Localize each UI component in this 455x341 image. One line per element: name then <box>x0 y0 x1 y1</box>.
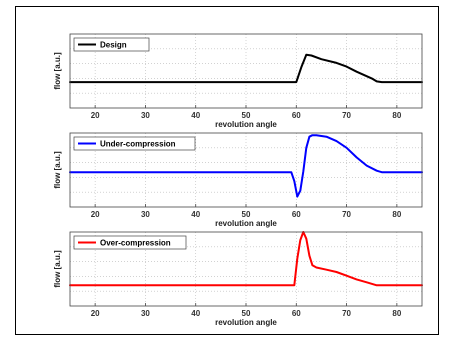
x-tick-label: 60 <box>292 309 301 318</box>
legend-box <box>73 136 196 151</box>
chart-panel-2: 20 30 40 50 60 70 80 revolution angle flow [a.u.… <box>53 132 423 228</box>
x-tick-label: 30 <box>141 210 150 219</box>
x-tick-label: 40 <box>191 309 200 318</box>
x-tick-label: 70 <box>342 309 351 318</box>
series-line <box>69 53 423 84</box>
x-tick-label: 20 <box>91 111 100 120</box>
y-axis-label: flow [a.u.] <box>53 250 62 288</box>
series-line <box>69 231 423 287</box>
x-axis-label: revolution angle <box>215 318 277 327</box>
x-tick-label: 70 <box>342 111 351 120</box>
x-tick-label: 40 <box>191 210 200 219</box>
x-tick-label: 40 <box>191 111 200 120</box>
figure-frame: 20 30 40 50 60 70 80 revolution angle flow [a.u.… <box>15 6 439 335</box>
x-axis-label: revolution angle <box>215 120 277 129</box>
x-tick-label: 60 <box>292 210 301 219</box>
legend-label: Under-compression <box>100 140 176 149</box>
x-tick-label: 20 <box>91 210 100 219</box>
x-tick-label: 30 <box>141 309 150 318</box>
legend-label: Over-compression <box>100 239 171 248</box>
x-tick-label: 80 <box>392 111 401 120</box>
legend-label: Design <box>100 41 127 50</box>
charts-svg: 20 30 40 50 60 70 80 revolution angle flow [a.u.… <box>53 33 423 327</box>
chart-panel-1: 20 30 40 50 60 70 80 revolution angle flow [a.u.… <box>53 33 423 129</box>
x-tick-label: 60 <box>292 111 301 120</box>
x-tick-label: 70 <box>342 210 351 219</box>
x-tick-label: 50 <box>242 309 251 318</box>
legend-box <box>73 235 187 250</box>
series-line <box>69 134 423 198</box>
x-tick-label: 80 <box>392 309 401 318</box>
legend-box <box>73 37 150 52</box>
x-axis-label: revolution angle <box>215 219 277 228</box>
x-tick-label: 80 <box>392 210 401 219</box>
x-tick-label: 20 <box>91 309 100 318</box>
x-tick-label: 30 <box>141 111 150 120</box>
y-axis-label: flow [a.u.] <box>53 151 62 189</box>
chart-panel-3: 20 30 40 50 60 70 80 revolution angle flow [a.u.… <box>53 231 423 327</box>
x-tick-label: 50 <box>242 210 251 219</box>
y-axis-label: flow [a.u.] <box>53 52 62 90</box>
x-tick-label: 50 <box>242 111 251 120</box>
